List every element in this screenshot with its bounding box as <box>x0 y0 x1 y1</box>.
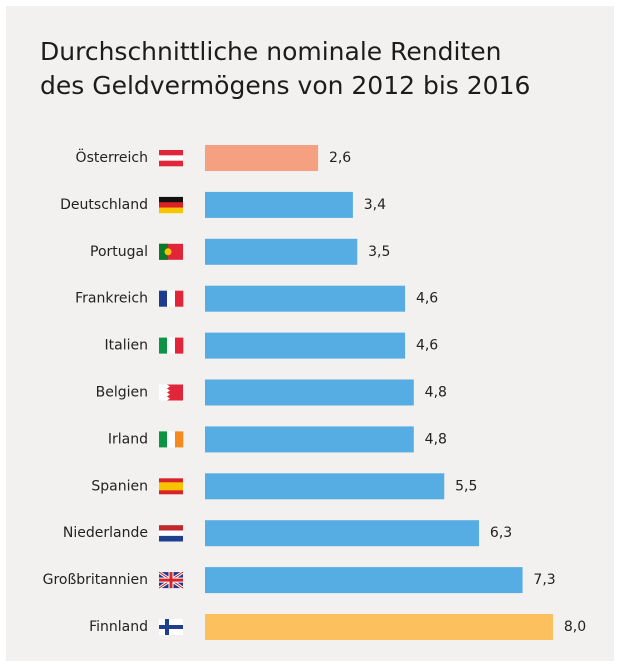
bar <box>205 145 319 171</box>
flags <box>158 150 184 635</box>
bar <box>205 191 353 218</box>
flag-part <box>159 625 183 629</box>
flag-part <box>159 482 183 491</box>
flag-part <box>164 248 172 256</box>
category-label: Finnland <box>89 619 148 635</box>
flag-part <box>159 243 168 260</box>
flag-part <box>175 290 184 307</box>
category-label: Frankreich <box>75 291 148 307</box>
value-label: 3,4 <box>364 197 386 213</box>
flag-part <box>159 202 183 208</box>
bar <box>205 473 445 500</box>
flag-part <box>159 196 183 203</box>
flag-part <box>175 337 184 354</box>
value-label: 4,8 <box>425 431 447 447</box>
bar <box>205 567 523 594</box>
flag-part <box>159 290 168 307</box>
category-label: Portugal <box>90 244 148 260</box>
value-label: 8,0 <box>564 619 586 635</box>
flag-part <box>159 384 170 401</box>
flag-part <box>175 431 184 448</box>
value-label: 4,6 <box>416 338 438 354</box>
category-label: Österreich <box>76 148 148 166</box>
value-label: 6,3 <box>490 525 512 541</box>
flag-part <box>159 535 183 542</box>
bar <box>205 614 553 640</box>
value-label: 3,5 <box>368 244 390 260</box>
chart-title-line-1: Durchschnittliche nominale Renditen <box>40 37 501 66</box>
flag-part <box>159 150 183 156</box>
flag-part <box>159 530 183 537</box>
bar <box>205 379 414 406</box>
flag-part <box>159 578 183 582</box>
flag-part <box>159 207 183 214</box>
bar <box>205 238 358 265</box>
category-label: Deutschland <box>60 197 148 213</box>
category-label: Spanien <box>91 478 148 494</box>
flag-part <box>159 337 168 354</box>
value-label: 5,5 <box>455 478 477 494</box>
flag-part <box>159 160 183 167</box>
bar <box>205 426 414 453</box>
flag-part <box>167 290 176 307</box>
flag-part <box>167 431 176 448</box>
bar <box>205 332 406 359</box>
flag-part <box>159 525 183 531</box>
flag-part <box>159 155 183 161</box>
value-label: 2,6 <box>329 150 351 166</box>
value-label: 7,3 <box>533 572 555 588</box>
flag-part <box>167 337 176 354</box>
flag-part <box>159 431 168 448</box>
chart-title-line-2: des Geldvermögens von 2012 bis 2016 <box>40 71 530 100</box>
category-label: Großbritannien <box>43 572 148 588</box>
bar <box>205 285 406 312</box>
category-label: Niederlande <box>63 525 148 541</box>
category-label: Italien <box>105 338 148 354</box>
category-label: Belgien <box>96 385 148 401</box>
value-label: 4,8 <box>425 385 447 401</box>
value-label: 4,6 <box>416 291 438 307</box>
category-label: Irland <box>108 431 148 447</box>
bar <box>205 520 480 547</box>
